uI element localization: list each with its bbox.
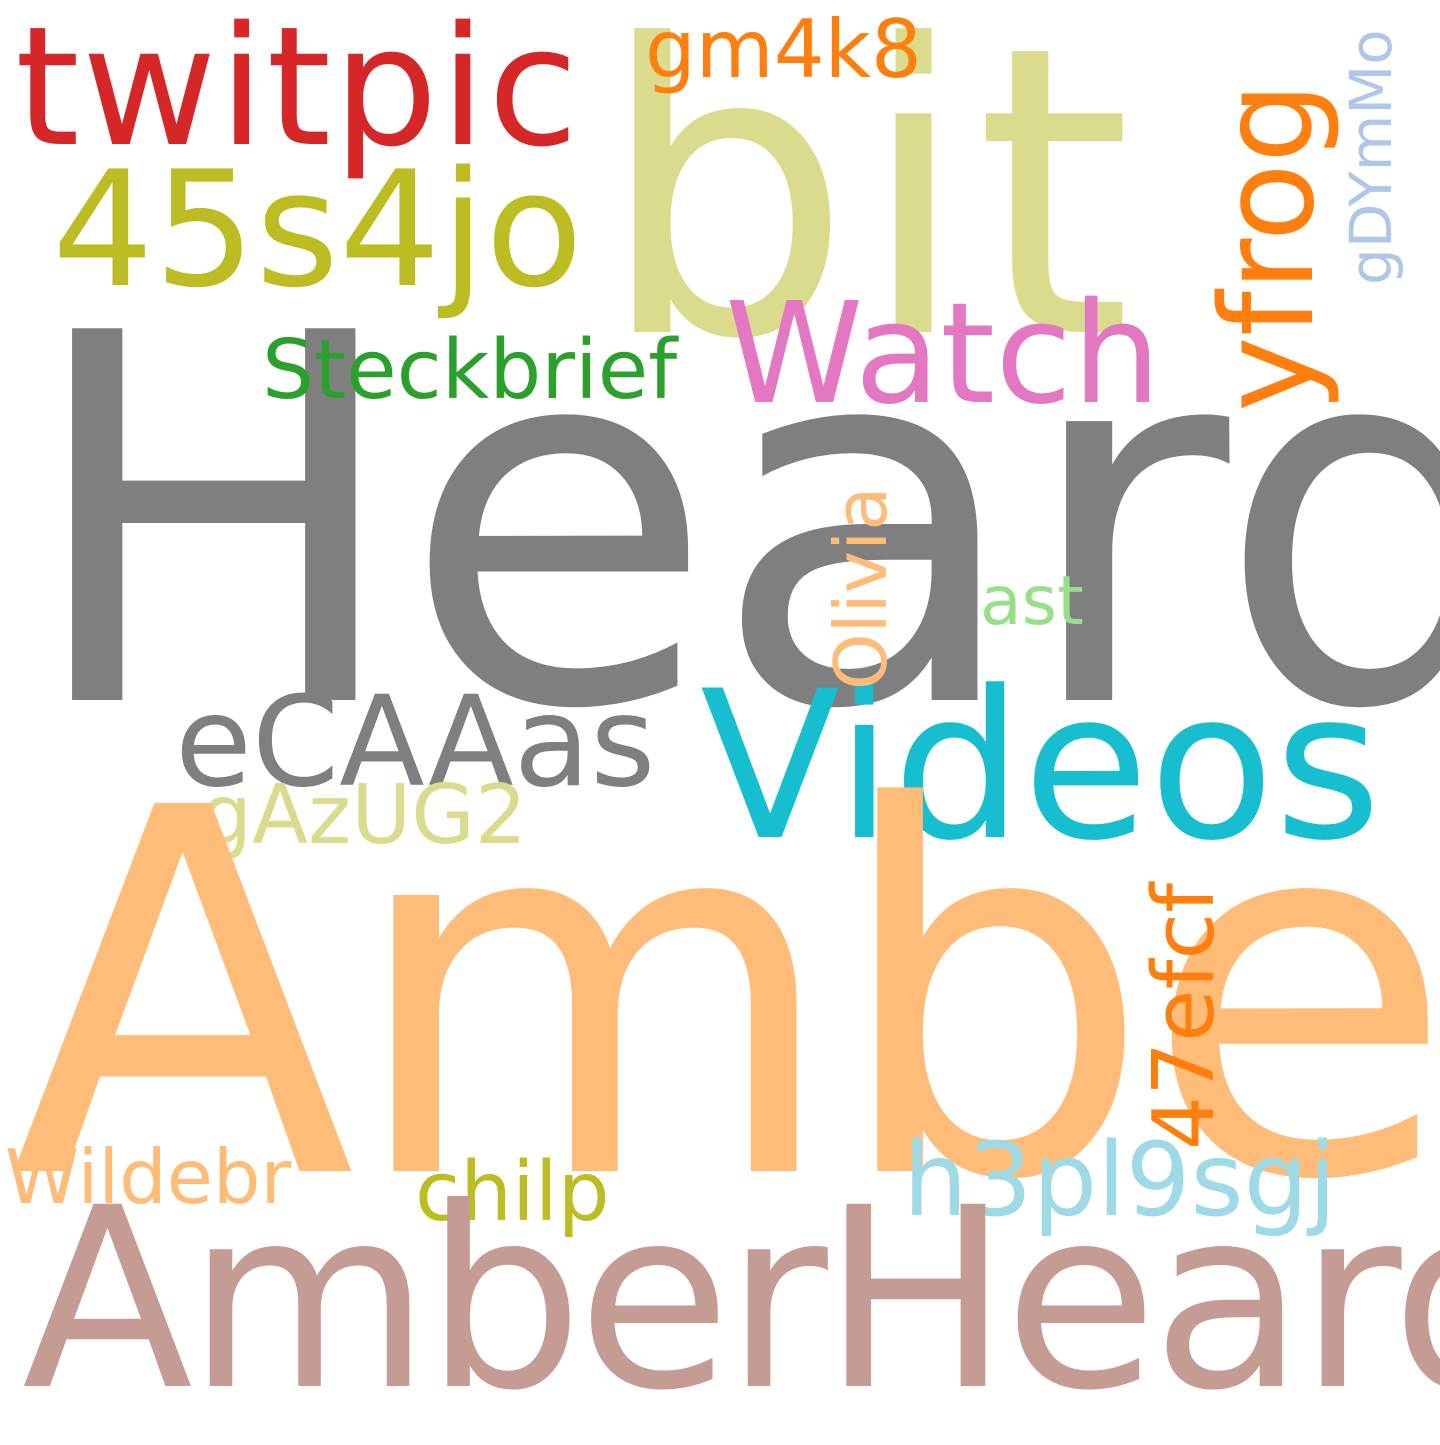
word-twitpic: twitpic [15, 0, 581, 183]
word-chilp: chilp [415, 1145, 610, 1240]
word-gazug2: gAzUG2 [200, 768, 527, 863]
word-olivia: Olivia [819, 486, 903, 690]
word-videos: Videos [700, 648, 1382, 886]
word-watch: Watch [725, 273, 1161, 436]
word-ast: ast [980, 562, 1084, 641]
word-bit: bit [598, 0, 1138, 427]
word-h3pl9sgj: h3pl9sgj [903, 1121, 1337, 1240]
word-yfrog: yfrog [1194, 81, 1343, 412]
word-amberheard: AmberHeard [22, 1154, 1440, 1445]
word-heard: Heard [22, 228, 1440, 821]
word-amber: Amber [10, 703, 1440, 1291]
word-steckbrief: Steckbrief [262, 323, 678, 418]
word-47efcf: 47efcf [1135, 882, 1234, 1150]
word-gm4k8: gm4k8 [645, 3, 922, 96]
word-45s4jo: 45s4jo [52, 136, 584, 323]
word-wildebr: Wildebr [5, 1133, 292, 1221]
word-gdymmo: gDYmMo [1337, 29, 1405, 285]
word-ecaaas: eCAAas [175, 670, 656, 815]
